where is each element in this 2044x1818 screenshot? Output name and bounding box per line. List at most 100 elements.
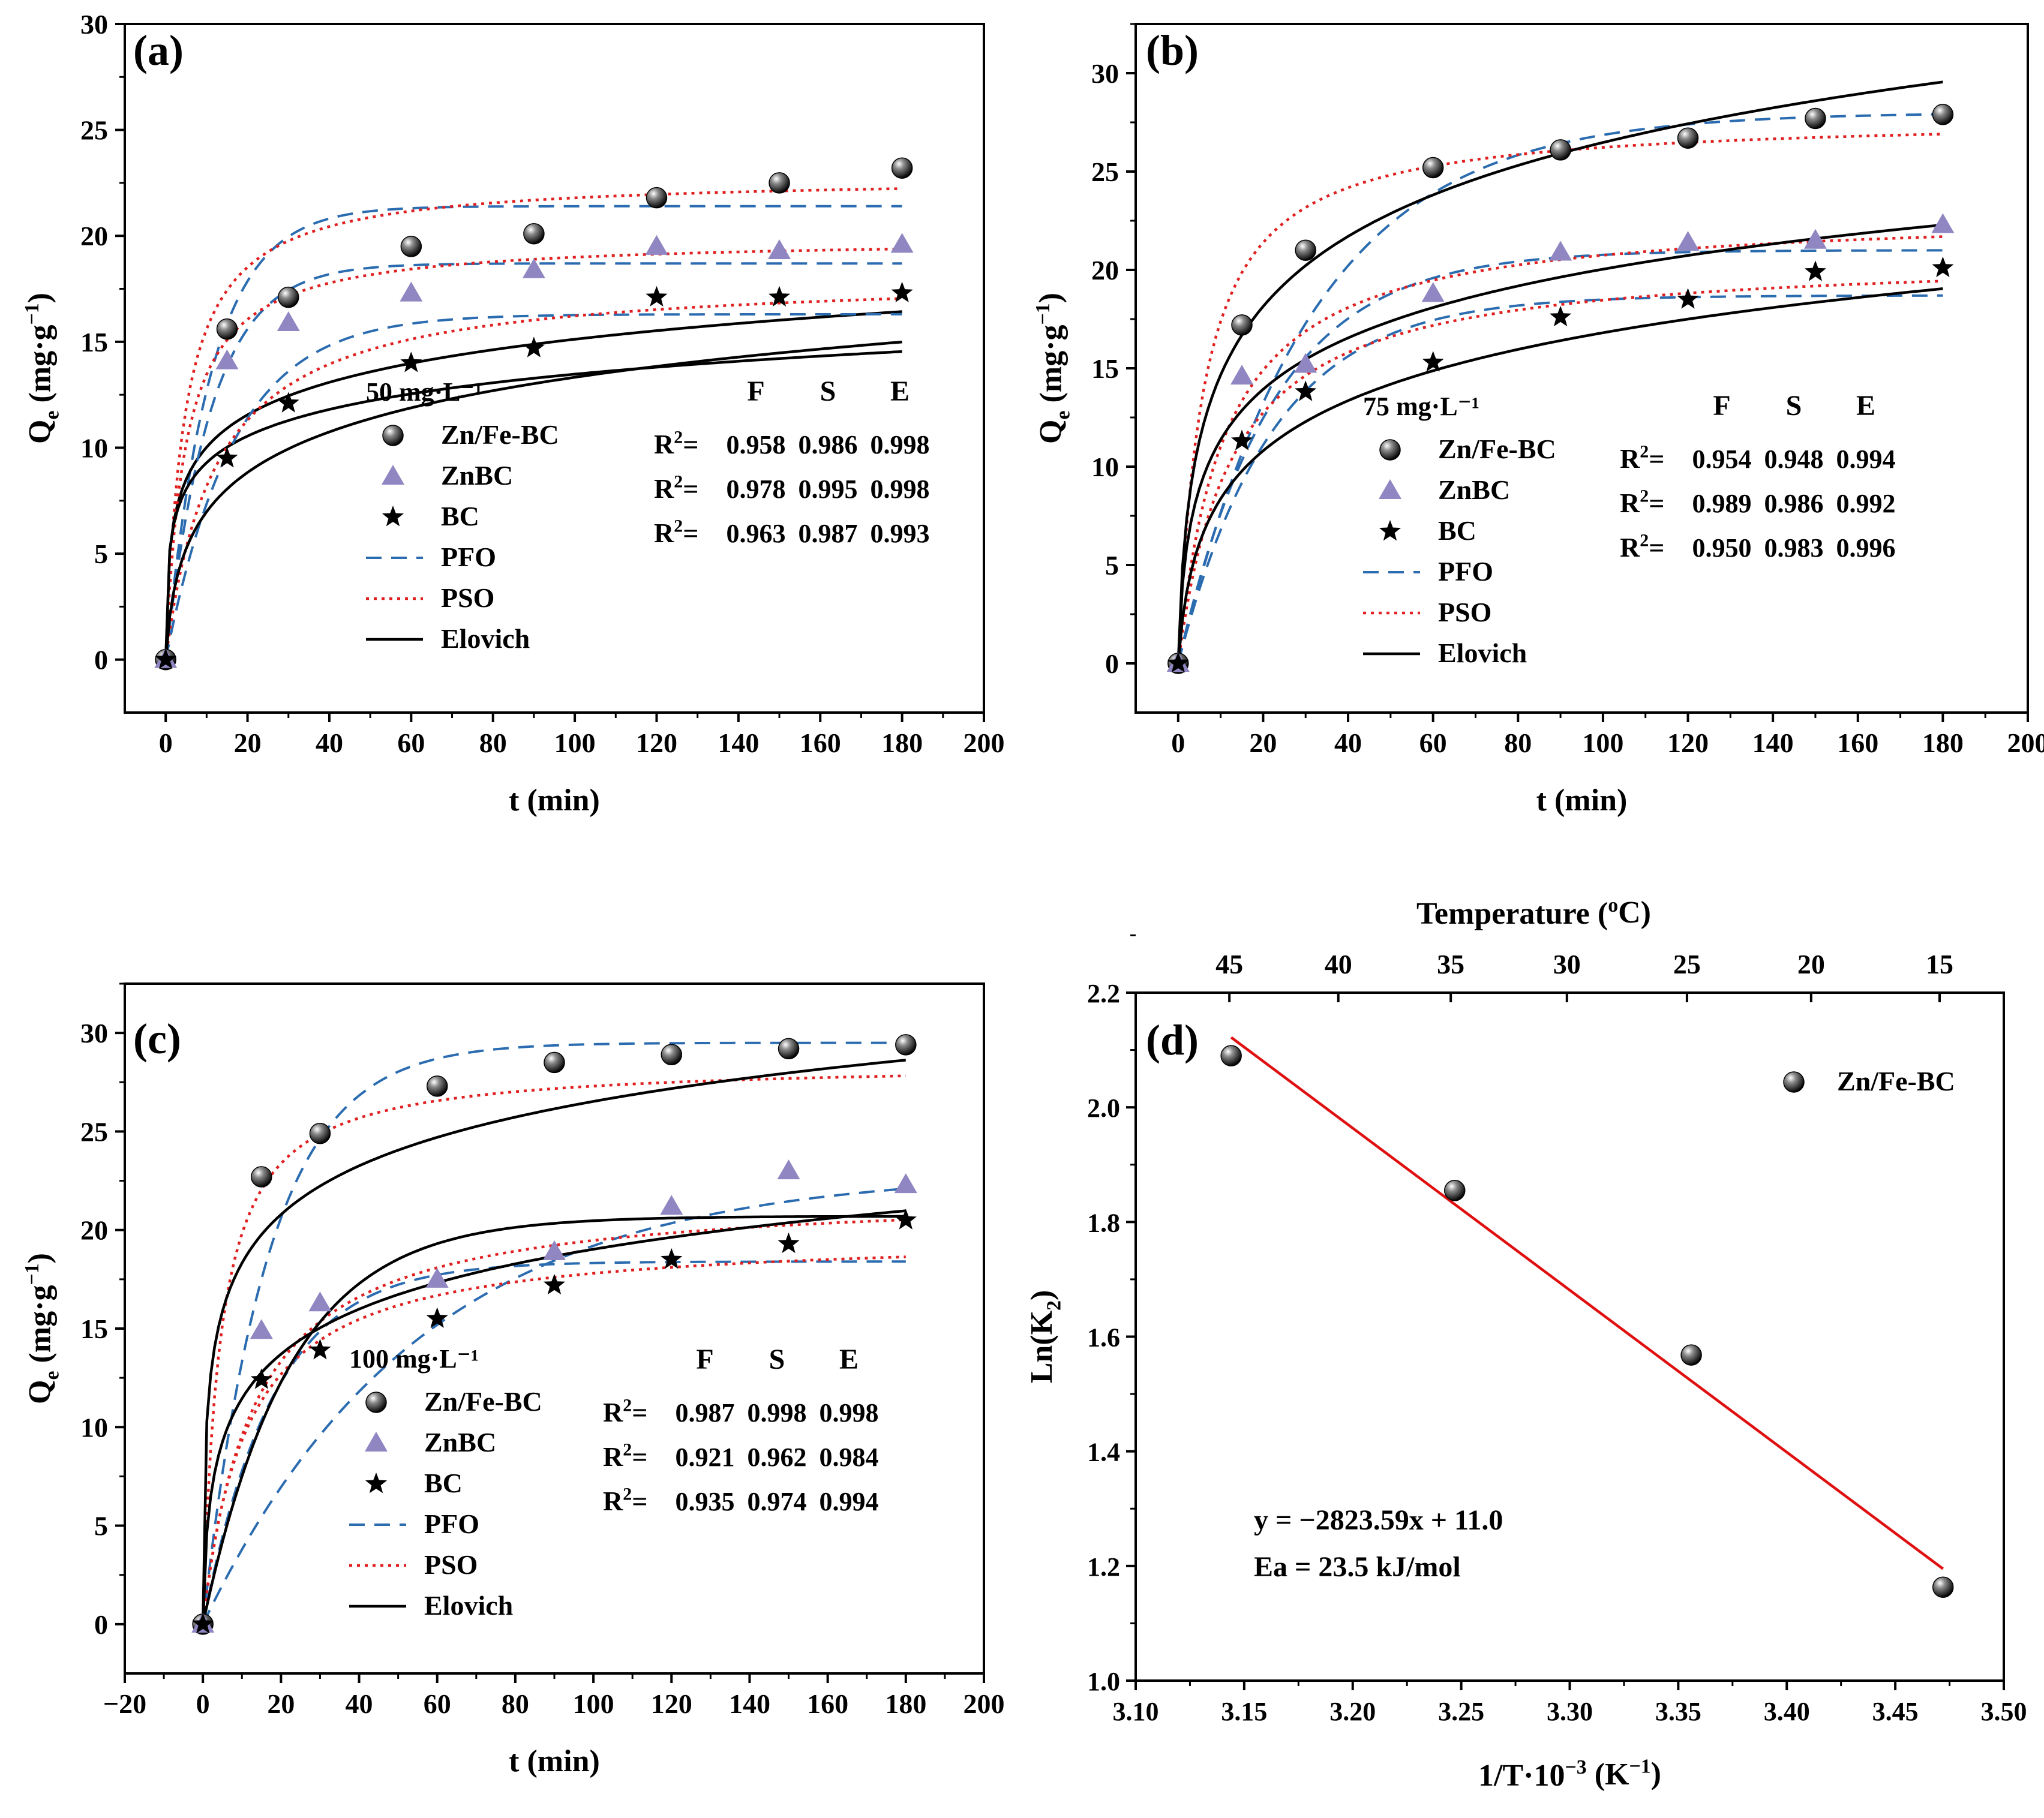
point-znbc	[1421, 282, 1445, 302]
legend-label: Elovich	[441, 623, 530, 654]
r2-header: E	[890, 375, 910, 407]
r2-value: 0.948	[1764, 444, 1824, 474]
x-tick-label: 60	[424, 1688, 451, 1719]
r2-value: 0.987	[676, 1398, 735, 1428]
y-tick-label: 15	[80, 327, 108, 357]
y-tick-label: 0	[94, 1609, 108, 1640]
r2-label: R2=	[654, 472, 698, 504]
top-axis-title: Temperature (oC)	[1416, 894, 1651, 931]
point-zn-fe-bc	[544, 1051, 565, 1074]
point-zn-fe-bc	[400, 236, 422, 257]
x-tick-label: 3.15	[1221, 1697, 1267, 1726]
point-znbc	[1676, 231, 1700, 251]
y-tick-label: 25	[80, 1116, 108, 1147]
r2-value: 0.950	[1692, 533, 1752, 563]
y-tick-label: 20	[1091, 255, 1119, 286]
legend-label: ZnBC	[1438, 474, 1510, 505]
r2-value: 0.998	[820, 1398, 879, 1428]
r2-value: 0.935	[676, 1487, 735, 1516]
legend-label: ZnBC	[441, 460, 513, 491]
point-znbc	[894, 1173, 917, 1194]
x-axis-title: 1/T·10−3 (K−1)	[1478, 1755, 1661, 1793]
point-bc	[155, 648, 177, 669]
top-tick-label: 30	[1553, 949, 1581, 979]
point-znbc	[1294, 353, 1317, 373]
point-zn-fe-bc	[1220, 1045, 1242, 1066]
panel-label-c: (c)	[133, 1015, 181, 1063]
y-tick-label: 25	[80, 115, 108, 146]
point-znbc	[215, 349, 239, 369]
point-znbc	[250, 1319, 273, 1339]
point-bc	[277, 392, 299, 413]
point-zn-fe-bc	[769, 172, 790, 194]
legend-marker-zn-fe-bc	[365, 1392, 387, 1413]
point-zn-fe-bc	[646, 187, 668, 209]
x-tick-label: 3.50	[1981, 1697, 2027, 1726]
fit-equation: y = −2823.59x + 11.0	[1254, 1504, 1503, 1536]
legend-label: ZnBC	[424, 1427, 496, 1458]
panel-label-a: (a)	[133, 26, 184, 74]
legend-marker-bc	[382, 506, 404, 527]
point-bc	[1550, 305, 1572, 327]
x-tick-label: 120	[1667, 728, 1709, 758]
x-tick-label: 120	[651, 1688, 692, 1719]
legend-label: Elovich	[1438, 638, 1527, 668]
top-tick-label: 35	[1437, 949, 1464, 979]
x-tick-label: 20	[234, 728, 262, 758]
activation-energy: Ea = 23.5 kJ/mol	[1254, 1551, 1461, 1583]
r2-header: F	[747, 375, 764, 407]
point-zn-fe-bc	[1932, 1576, 1954, 1598]
legend-label: Zn/Fe-BC	[1837, 1066, 1955, 1096]
legend-label: PFO	[424, 1509, 479, 1539]
pso-fit-zn-fe-bc	[1176, 133, 1943, 664]
y-tick-label: 20	[80, 221, 108, 251]
x-tick-label: 3.30	[1547, 1697, 1593, 1726]
point-zn-fe-bc	[523, 223, 545, 245]
point-zn-fe-bc	[1444, 1180, 1466, 1201]
point-zn-fe-bc	[1805, 107, 1826, 130]
x-axis-title: t (min)	[1536, 783, 1628, 818]
x-tick-label: 60	[1419, 728, 1447, 758]
r2-value: 0.994	[1836, 444, 1896, 474]
y-tick-label: 2.2	[1087, 979, 1120, 1008]
y-tick-label: 15	[1091, 353, 1119, 384]
y-axis-title: Qe (mg·g−1)	[21, 293, 64, 444]
x-tick-label: 3.35	[1655, 1697, 1701, 1726]
elovich-fit-znbc	[202, 1215, 906, 1625]
point-bc	[1804, 260, 1826, 281]
point-znbc	[768, 239, 791, 259]
r2-value: 0.954	[1692, 444, 1752, 474]
plot-frame	[124, 23, 985, 714]
r2-value: 0.989	[1692, 489, 1752, 518]
r2-value: 0.958	[727, 430, 786, 459]
x-tick-label: 40	[1334, 728, 1362, 758]
panel-c: −20 0 20 40 60 80 100 120 140 160 180 200 0 5 10 15 20 25…	[21, 982, 1005, 1778]
point-bc	[426, 1307, 448, 1328]
y-tick-label: 1.6	[1087, 1323, 1120, 1353]
point-bc	[1231, 429, 1253, 450]
x-tick-label: 3.20	[1329, 1697, 1376, 1726]
elovich-fit-zn-fe-bc	[201, 1059, 907, 1624]
point-znbc	[522, 258, 545, 278]
panel-label-d: (d)	[1146, 1016, 1199, 1064]
point-znbc	[777, 1159, 800, 1180]
r2-value: 0.986	[1764, 489, 1824, 518]
r2-label: R2=	[603, 1396, 647, 1428]
x-tick-label: 160	[1837, 728, 1878, 758]
legend-label: Zn/Fe-BC	[441, 419, 559, 450]
point-bc	[216, 447, 238, 468]
legend-marker-bc	[1379, 520, 1401, 541]
legend-label: Elovich	[424, 1590, 513, 1621]
legend-label: BC	[1438, 515, 1476, 546]
point-znbc	[308, 1291, 332, 1312]
x-tick-label: 40	[316, 728, 343, 758]
point-zn-fe-bc	[251, 1166, 272, 1188]
y-tick-label: 30	[80, 1018, 108, 1048]
legend-marker-zn-fe-bc	[382, 425, 404, 446]
point-bc	[769, 286, 791, 306]
point-zn-fe-bc	[278, 286, 299, 308]
pfo-fit-bc	[164, 312, 902, 660]
y-tick-label: 10	[1091, 452, 1119, 482]
pso-fit-bc	[201, 1255, 906, 1625]
x-tick-label: 3.40	[1764, 1697, 1810, 1726]
